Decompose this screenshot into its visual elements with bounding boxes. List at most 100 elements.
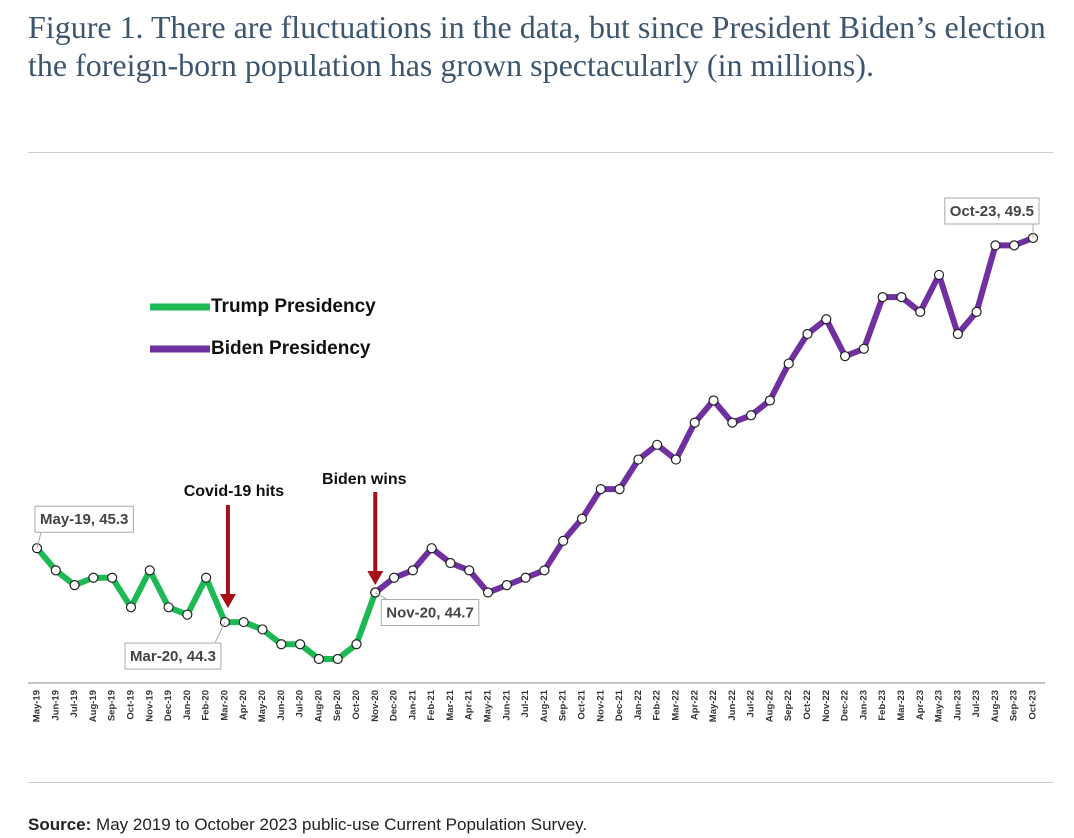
point [388,572,400,583]
x-tick-label: Mar-20 [219,690,230,721]
point [821,314,832,325]
point [933,269,945,281]
point [107,572,118,583]
point [783,358,794,369]
x-tick-label: Feb-22 [652,690,663,721]
x-tick-label: May-22 [708,690,719,722]
point [990,240,1001,251]
point [971,306,982,317]
point [633,454,644,465]
point [313,653,324,665]
point [802,328,813,340]
x-tick-label: May-21 [483,689,494,722]
x-tick-label: Aug-20 [313,690,324,722]
x-tick-label: Oct-23 [1028,690,1039,720]
point [238,616,249,628]
point [764,395,776,406]
x-tick-label: Dec-19 [163,690,174,721]
point [482,587,494,598]
data-label-text: Nov-20, 44.7 [386,604,474,621]
point [125,602,137,613]
x-tick-label: Jan-21 [407,689,418,720]
point [708,395,719,406]
x-tick-label: Dec-20 [389,690,400,721]
point [50,565,61,576]
point [332,653,343,665]
point [652,439,663,450]
point [614,484,625,495]
label-box [124,642,222,670]
point [520,572,531,583]
annotation: Covid-19 hits [184,483,285,500]
point [670,454,682,465]
leader-line [36,532,42,549]
point [576,513,588,524]
point [727,417,738,428]
leader-line [375,592,388,600]
legend-label: Trump Presidency [211,296,376,317]
leader-line [214,621,226,644]
label-box [380,599,480,627]
point [896,291,907,303]
legend-label: Biden Presidency [211,338,371,359]
point [88,572,99,583]
x-tick-label: Jul-20 [295,690,306,717]
x-tick-label: Apr-20 [238,690,249,720]
x-tick-label: May-19 [32,690,43,722]
data-label: May-19, 45.3 [34,505,134,533]
point [952,328,963,340]
x-tick-label: Nov-21 [595,689,606,721]
label-box [34,505,134,533]
point [915,306,926,317]
x-tick-label: Sep-21 [558,689,569,721]
x-tick-label: Jun-20 [276,690,287,721]
x-tick-label: Sep-23 [1009,690,1020,721]
point [839,351,851,362]
x-tick-label: May-23 [934,690,945,722]
point [746,410,757,421]
point [464,565,475,576]
x-tick-label: Oct-22 [802,690,813,720]
annotation-arrowhead [367,571,384,585]
x-tick-label: Nov-20 [370,690,381,722]
x-tick-label: Jul-23 [971,690,982,717]
x-tick-label: Apr-23 [915,690,926,720]
point [144,565,155,576]
label-box [944,197,1040,225]
point [294,639,306,650]
point [539,565,550,576]
x-tick-label: Jul-19 [69,690,80,717]
point [163,602,174,613]
x-tick-label: Aug-21 [539,689,550,722]
point [426,543,437,554]
x-tick-label: Apr-21 [464,689,475,720]
x-tick-label: Jun-23 [952,690,963,721]
x-tick-label: Mar-21 [445,689,456,720]
source-text: May 2019 to October 2023 public-use Curr… [96,815,588,834]
point [595,484,606,495]
point [689,417,700,428]
x-tick-label: Sep-19 [107,690,118,721]
point [877,291,888,303]
x-tick-label: Feb-20 [201,690,212,721]
data-label-text: May-19, 45.3 [40,511,128,528]
x-tick-label: Jan-23 [858,690,869,720]
divider [28,782,1053,783]
x-tick-label: Nov-22 [821,690,832,722]
x-tick-label: Feb-23 [877,690,888,721]
point [858,343,869,354]
data-label: Nov-20, 44.7 [380,599,480,627]
x-tick-label: Oct-21 [576,689,587,719]
point [182,609,193,620]
x-tick-label: Sep-22 [783,690,794,721]
annotation-arrowhead [219,594,236,608]
x-tick-label: Jul-22 [746,690,757,717]
data-label-text: Mar-20, 44.3 [130,648,216,665]
data-label-text: Oct-23, 49.5 [950,203,1034,220]
line [373,235,1035,596]
point [445,557,456,569]
chart-title: Figure 1. There are fluctuations in the … [28,9,1046,83]
x-tick-label: May-20 [257,690,268,722]
